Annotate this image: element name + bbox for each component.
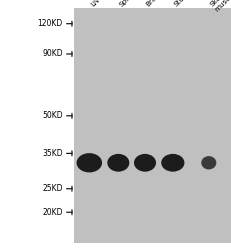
Ellipse shape [133, 154, 155, 172]
Text: Liver: Liver [89, 0, 106, 8]
Text: 20KD: 20KD [42, 208, 62, 217]
Text: 25KD: 25KD [42, 184, 62, 193]
Text: 50KD: 50KD [42, 111, 62, 120]
Ellipse shape [161, 154, 184, 172]
Ellipse shape [107, 154, 129, 172]
Text: Stomach: Stomach [172, 0, 199, 8]
Text: 90KD: 90KD [42, 50, 62, 58]
Text: 120KD: 120KD [37, 19, 62, 28]
Text: 35KD: 35KD [42, 149, 62, 158]
Ellipse shape [76, 153, 102, 172]
Bar [74, 8, 231, 242]
Text: Spleen: Spleen [118, 0, 140, 8]
Text: Skeletal
muscle: Skeletal muscle [208, 0, 231, 13]
Text: Brain: Brain [144, 0, 162, 8]
Ellipse shape [201, 156, 216, 170]
